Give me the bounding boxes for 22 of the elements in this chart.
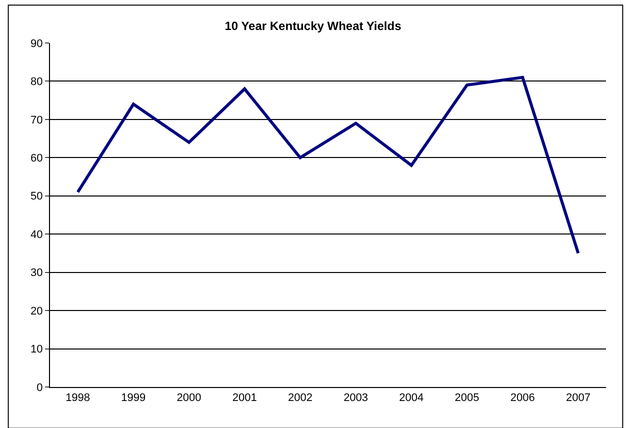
x-tick-label: 2003 bbox=[344, 392, 368, 404]
x-tick-label: 2002 bbox=[288, 392, 312, 404]
x-tick-label: 1998 bbox=[66, 392, 90, 404]
y-tick-label: 60 bbox=[30, 152, 43, 165]
y-tick-label: 30 bbox=[30, 267, 43, 280]
chart-title: 10 Year Kentucky Wheat Yields bbox=[224, 18, 402, 33]
x-tick-label: 2001 bbox=[232, 392, 257, 404]
y-tick-label: 20 bbox=[30, 305, 43, 318]
x-tick-label: 2005 bbox=[454, 392, 480, 404]
x-tick-label: 1999 bbox=[121, 392, 146, 404]
y-tick-label: 70 bbox=[30, 114, 43, 126]
x-tick-label: 2000 bbox=[176, 392, 202, 404]
y-tick-label: 40 bbox=[30, 228, 43, 241]
y-tick-label: 10 bbox=[30, 344, 43, 356]
x-tick-label: 2006 bbox=[510, 392, 535, 404]
x-tick-label: 2007 bbox=[566, 392, 590, 404]
y-tick-label: 0 bbox=[36, 382, 43, 394]
y-tick-label: 80 bbox=[30, 76, 43, 88]
y-tick-label: 50 bbox=[30, 190, 43, 203]
x-tick-label: 2004 bbox=[399, 392, 424, 404]
line-series bbox=[76, 76, 580, 255]
y-tick-label: 90 bbox=[30, 38, 43, 50]
